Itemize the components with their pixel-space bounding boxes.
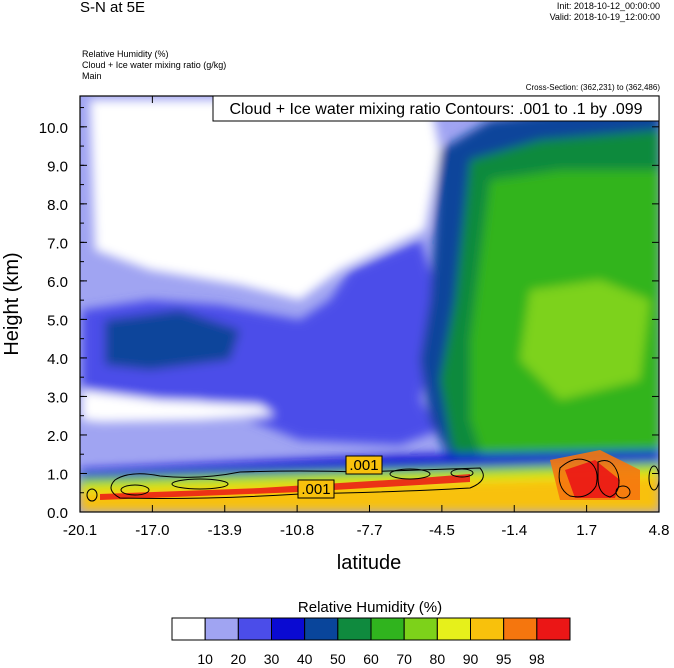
contour-label-2: .001 [297,479,335,499]
cloud-contour [597,460,620,498]
x-tick-label: -13.9 [208,522,242,539]
rh-dry-region-upper [90,100,440,300]
colorbar-label: 95 [496,651,512,667]
init-time: Init: 2018-10-12_00:00:00 [556,1,660,11]
colorbar-swatch [536,617,571,641]
colorbar-swatch [304,617,339,641]
init-valid-times: Init: 2018-10-12_00:00:00 Valid: 2018-10… [550,1,660,23]
colorbar-swatch [237,617,272,641]
y-tick-label: 10.0 [39,120,68,137]
colorbar-label: 20 [231,651,247,667]
cross-section-label: Cross-Section: (362,231) to (362,486) [525,83,660,92]
cloud-contour [171,478,229,490]
x-axis-title: latitude [337,552,402,574]
colorbar-label: 90 [463,651,479,667]
colorbar-swatch [503,617,538,641]
contour-label-1: .001 [345,455,383,475]
y-axis-title: Height (km) [1,252,23,355]
y-tick-label: 8.0 [47,197,68,214]
y-tick-label: 3.0 [47,389,68,406]
cloud-contour [558,458,598,498]
colorbar-swatch [370,617,405,641]
cloud-contours [86,458,659,502]
y-tick-label: 9.0 [47,158,68,175]
y-tick-label: 6.0 [47,274,68,291]
chart-title: Cloud + Ice water mixing ratio Contours:… [229,101,642,118]
colorbar: 10 20 30 40 50 60 70 80 90 95 98 [171,617,571,667]
colorbar-label: 60 [363,651,379,667]
rh-band-98-west [100,474,470,500]
y-tick-label: 4.0 [47,351,68,368]
cloud-contour [450,468,474,478]
y-tick-label: 2.0 [47,428,68,445]
colorbar-label: 10 [197,651,213,667]
colorbar-swatch [436,617,472,641]
colorbar-swatch [337,617,372,641]
cloud-contour [389,468,431,480]
x-tick-label: 1.7 [576,522,597,539]
rh-band-80 [520,280,650,400]
axis-ticks: -20.1 -17.0 -13.9 -10.8 -7.7 -4.5 -1.4 1.7 4.8 0.… [39,96,670,539]
colorbar-swatch [171,617,206,641]
colorbar-label: 80 [430,651,446,667]
cloud-contour [120,484,150,496]
x-tick-label: -17.0 [135,522,169,539]
cloud-contour [110,467,484,499]
field-cloud: Cloud + Ice water mixing ratio (g/kg) [82,60,227,70]
x-tick-label: -10.8 [280,522,314,539]
colorbar-label: 30 [264,651,280,667]
contour-label-text: .001 [349,457,378,474]
rh-mid-patch [105,310,240,370]
valid-time: Valid: 2018-10-19_12:00:00 [549,12,660,22]
x-tick-label: -4.5 [429,522,455,539]
rh-dry-region-lower [82,390,275,422]
cloud-contour [615,485,631,499]
colorbar-label: 40 [297,651,313,667]
x-tick-label: -20.1 [63,522,97,539]
cloud-contour [86,488,98,502]
y-tick-label: 5.0 [47,312,68,329]
rh-band-95 [80,476,659,512]
colorbar-label: 98 [529,651,545,667]
y-tick-label: 7.0 [47,235,68,252]
colorbar-swatch [204,617,239,641]
rh-field [80,96,659,512]
x-tick-label: 4.8 [649,522,670,539]
colorbar-swatch [470,617,505,641]
colorbar-label: 70 [396,651,412,667]
chart-title-background [212,95,660,122]
colorbar-title: Relative Humidity (%) [298,599,442,616]
colorbar-swatch [271,617,306,641]
colorbar-label: 50 [330,651,346,667]
field-main: Main [82,71,102,81]
y-tick-label: 1.0 [47,466,68,483]
chart-title-box: Cloud + Ice water mixing ratio Contours:… [212,95,660,122]
rh-band-98-east-core [565,460,620,498]
x-tick-label: -7.7 [357,522,383,539]
x-tick-label: -1.4 [501,522,527,539]
field-info: Relative Humidity (%) Cloud + Ice water … [82,49,226,82]
field-rh: Relative Humidity (%) [82,49,169,59]
rh-band-30 [82,240,440,445]
contour-label-box [345,455,383,475]
cloud-contour [648,465,659,491]
y-tick-label: 0.0 [47,505,68,522]
colorbar-swatch [403,617,438,641]
plot-title: S-N at 5E [80,0,146,16]
contour-label-text: .001 [301,481,330,498]
contour-label-box [297,479,335,499]
